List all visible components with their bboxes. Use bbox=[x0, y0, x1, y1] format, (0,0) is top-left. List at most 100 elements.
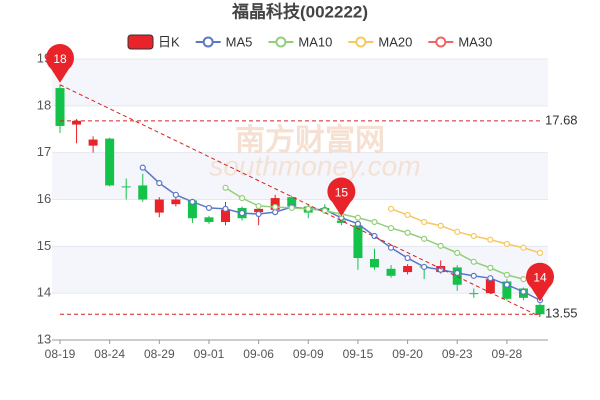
marker-pin bbox=[46, 44, 75, 83]
candle-body bbox=[221, 209, 231, 222]
y-tick-label: 17 bbox=[37, 144, 51, 159]
ma-point bbox=[437, 242, 444, 249]
ma-point bbox=[255, 210, 262, 218]
ma-point bbox=[371, 218, 378, 226]
ma-point bbox=[404, 229, 411, 236]
marker-label: 15 bbox=[335, 185, 349, 199]
ma-point bbox=[470, 258, 477, 265]
ma-point bbox=[421, 263, 428, 271]
y-tick-label: 15 bbox=[37, 238, 51, 253]
candle-body bbox=[353, 225, 363, 259]
ma-point bbox=[139, 164, 146, 171]
legend-item: MA20 bbox=[348, 34, 412, 49]
ma-line bbox=[390, 208, 541, 254]
ma-point bbox=[288, 204, 295, 212]
ma-point bbox=[520, 244, 527, 251]
x-tick-label: 09-01 bbox=[194, 347, 225, 361]
candle-body bbox=[171, 199, 181, 205]
candle-body bbox=[204, 217, 214, 222]
ma-point bbox=[189, 198, 196, 205]
candle-body bbox=[535, 304, 545, 315]
chart-title: 福晶科技(002222) bbox=[231, 1, 368, 21]
ma-point bbox=[536, 249, 544, 256]
candle-body bbox=[502, 281, 512, 299]
legend-item: 日K bbox=[127, 34, 180, 50]
candle-body bbox=[187, 200, 197, 219]
candle-body bbox=[138, 185, 148, 200]
ma-point bbox=[487, 236, 494, 243]
ma-point bbox=[470, 232, 477, 240]
marker-label: 14 bbox=[533, 271, 547, 285]
watermark: southmoney.com bbox=[209, 150, 420, 181]
ma-point bbox=[437, 222, 444, 229]
ma-point bbox=[404, 254, 411, 262]
candle-body bbox=[121, 186, 131, 188]
legend-label: MA30 bbox=[458, 34, 492, 49]
ma-point bbox=[404, 211, 411, 219]
ma-point bbox=[272, 209, 279, 216]
candle-body bbox=[369, 258, 379, 268]
ma-point bbox=[272, 203, 279, 211]
candle-body bbox=[88, 139, 98, 146]
candle-body bbox=[386, 268, 396, 276]
ma-point bbox=[305, 205, 312, 212]
legend-item: MA10 bbox=[268, 34, 332, 49]
y-tick-label: 16 bbox=[37, 191, 51, 206]
legend-swatch bbox=[355, 36, 367, 48]
ma-point bbox=[487, 275, 494, 282]
candle-body bbox=[55, 88, 65, 126]
trend-line bbox=[59, 84, 541, 318]
ma-point bbox=[503, 281, 510, 288]
legend-item: MA5 bbox=[195, 34, 253, 49]
ma-point bbox=[156, 180, 163, 187]
ma-point bbox=[354, 220, 362, 227]
ma-point bbox=[387, 205, 395, 212]
candle-body bbox=[105, 138, 115, 186]
legend-swatch bbox=[127, 34, 154, 50]
ma-point bbox=[222, 205, 229, 212]
candle-body bbox=[72, 120, 82, 125]
ma-point bbox=[487, 264, 494, 271]
reference-label: 13.55 bbox=[545, 306, 578, 321]
marker-pin bbox=[526, 262, 555, 302]
x-tick-label: 09-28 bbox=[492, 347, 523, 361]
y-tick-label: 14 bbox=[37, 285, 51, 300]
x-tick-label: 08-29 bbox=[144, 347, 175, 361]
ma-point bbox=[387, 224, 395, 232]
ma-point bbox=[354, 214, 362, 221]
ma-point bbox=[172, 191, 179, 198]
plot-band bbox=[52, 246, 548, 294]
legend-label: MA10 bbox=[298, 34, 332, 49]
x-tick-label: 09-06 bbox=[243, 347, 274, 361]
y-tick-label: 13 bbox=[37, 331, 51, 346]
plot-band bbox=[52, 59, 548, 106]
x-tick-label: 09-23 bbox=[442, 347, 473, 361]
candle-body bbox=[287, 197, 297, 207]
ma-point bbox=[454, 228, 461, 235]
legend-item: MA30 bbox=[428, 34, 492, 49]
ma-point bbox=[205, 204, 213, 212]
plot-band bbox=[52, 152, 548, 200]
marker-label: 18 bbox=[53, 52, 67, 66]
legend-swatch bbox=[275, 36, 287, 48]
ma-point bbox=[421, 235, 428, 242]
ma-point bbox=[387, 244, 395, 251]
reference-label: 17.68 bbox=[545, 112, 578, 127]
ma-point bbox=[454, 269, 461, 277]
legend-label: 日K bbox=[158, 34, 180, 49]
legend-label: MA20 bbox=[378, 34, 412, 49]
legend-swatch bbox=[435, 36, 447, 48]
x-tick-label: 08-24 bbox=[94, 347, 125, 361]
ma-point bbox=[503, 240, 510, 248]
candle-body bbox=[469, 293, 479, 295]
candle-body bbox=[154, 199, 164, 213]
candle-body bbox=[403, 266, 413, 273]
x-tick-label: 09-15 bbox=[343, 347, 374, 361]
x-tick-label: 08-19 bbox=[45, 347, 76, 361]
legend-label: MA5 bbox=[226, 34, 253, 49]
candle-body bbox=[254, 208, 264, 213]
ma-point bbox=[238, 194, 246, 202]
watermark: 南方财富网 bbox=[235, 123, 385, 157]
y-tick-label: 18 bbox=[37, 97, 51, 112]
ma-point bbox=[520, 276, 527, 283]
